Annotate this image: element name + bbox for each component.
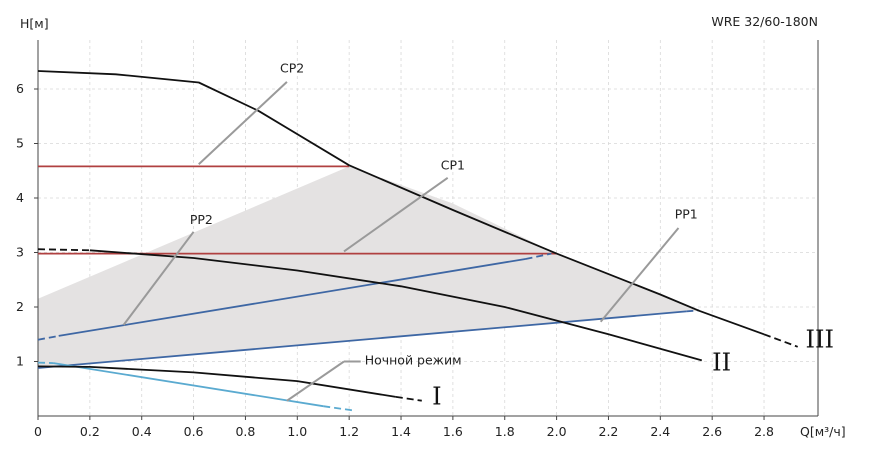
- x-tick-label: 0: [34, 424, 42, 439]
- series-lines: [37, 70, 799, 412]
- x-tick-label: 2.6: [702, 424, 722, 439]
- line-pp2-dash: [525, 252, 552, 260]
- x-tick-label: 2.0: [547, 424, 567, 439]
- label-pp1: PP1: [675, 206, 698, 221]
- label-ночной-режим: Ночной режим: [365, 352, 462, 367]
- operating-area-polygon: [38, 166, 700, 368]
- curve-ii-dash: [37, 248, 90, 252]
- x-tick-label: 2.2: [599, 424, 619, 439]
- chart-title: WRE 32/60-180N: [711, 14, 818, 29]
- curve-label-iii: III: [806, 326, 834, 354]
- label-cp1: CP1: [441, 157, 465, 172]
- leader-ночной-режим: [286, 360, 345, 402]
- curve-i: [37, 365, 396, 398]
- curve-iii: [37, 70, 765, 336]
- line-ночной-режим: [53, 362, 324, 408]
- curve-label-i: I: [432, 382, 441, 410]
- x-tick-label: 1.2: [339, 424, 359, 439]
- leader-cp2: [198, 81, 288, 165]
- x-tick-label: 0.6: [184, 424, 204, 439]
- curve-label-ii: II: [712, 349, 731, 377]
- curve-iii-dash: [763, 333, 799, 348]
- y-tick-label: 6: [16, 81, 24, 96]
- y-tick-label: 1: [16, 354, 24, 369]
- x-axis-label: Q[м³/ч]: [800, 424, 846, 439]
- line-ночной-режим-dash: [37, 361, 54, 364]
- axes: [34, 40, 819, 420]
- leader-pp2: [122, 231, 195, 326]
- label-pp2: PP2: [190, 212, 213, 227]
- line-pp2-dash: [37, 335, 59, 341]
- line-ночной-режим-dash: [323, 405, 355, 412]
- curve-ii: [89, 249, 703, 362]
- x-tick-label: 2.4: [650, 424, 670, 439]
- line-pp2: [58, 258, 526, 337]
- leader-cp1: [343, 177, 449, 253]
- label-cp2: CP2: [280, 60, 304, 75]
- line-pp1-dash: [686, 309, 700, 313]
- tick-labels: 0 0.2 0.4 0.6 0.8 1.0 1.2 1.4 1.6 1.8 2.0 2.2 2.4 2.6…: [16, 81, 774, 439]
- x-tick-label: 0.2: [80, 424, 100, 439]
- x-tick-label: 2.8: [754, 424, 774, 439]
- x-tick-label: 1.6: [443, 424, 463, 439]
- x-tick-label: 1.0: [287, 424, 307, 439]
- line-pp1: [37, 310, 687, 369]
- leader-pp1: [599, 227, 680, 323]
- x-tick-label: 0.8: [235, 424, 255, 439]
- x-tick-label: 1.8: [495, 424, 515, 439]
- y-tick-label: 4: [16, 190, 24, 205]
- y-tick-label: 3: [16, 245, 24, 260]
- y-axis-label: H[м]: [20, 16, 49, 31]
- y-tick-label: 5: [16, 136, 24, 151]
- operating-area: [38, 166, 700, 368]
- x-tick-label: 0.4: [132, 424, 152, 439]
- curve-i-dash: [395, 396, 422, 402]
- y-tick-label: 2: [16, 299, 24, 314]
- x-tick-label: 1.4: [391, 424, 411, 439]
